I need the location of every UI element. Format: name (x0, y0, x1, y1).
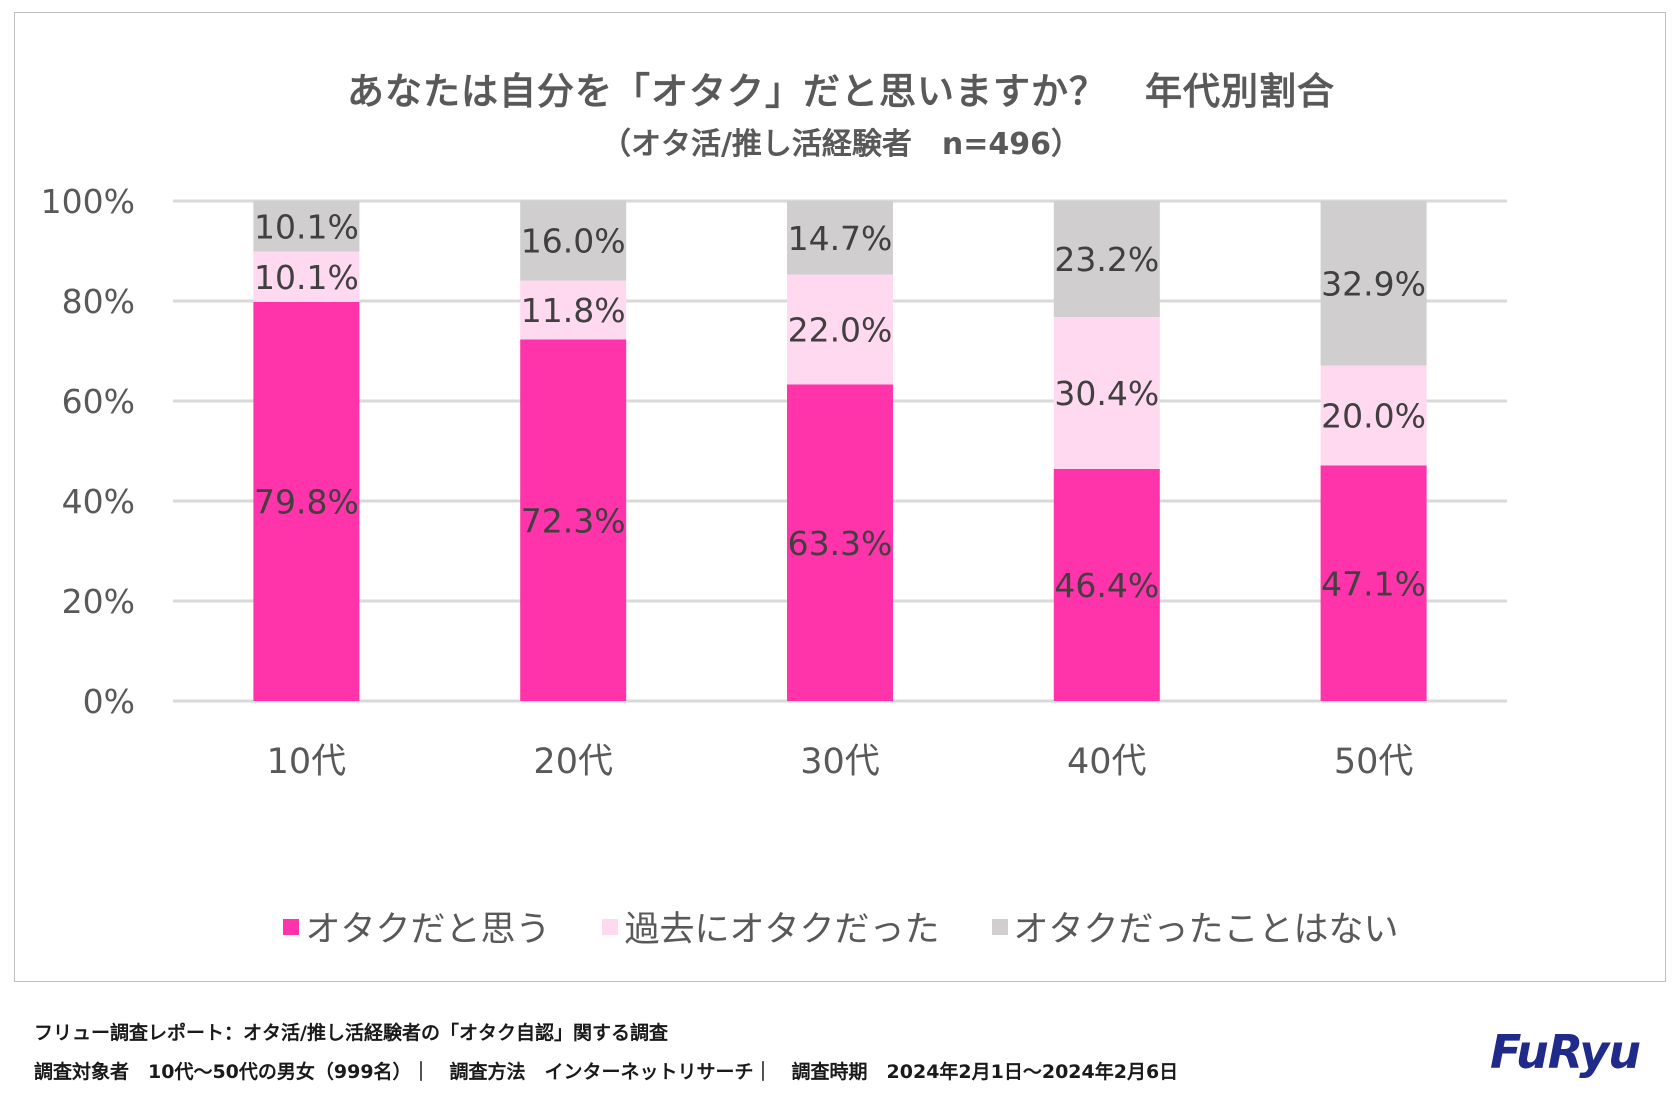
chart-frame: あなたは自分を「オタク」だと思いますか？ 年代別割合 （オタ活/推し活経験者 n… (14, 12, 1666, 982)
bar-segment (520, 280, 627, 340)
bar-segment (1053, 317, 1160, 469)
x-tick-label: 50代 (1334, 742, 1414, 782)
x-tick-label: 10代 (267, 742, 347, 782)
bar-segment (787, 384, 893, 701)
legend-label: オタクだったことはない (1013, 910, 1399, 950)
data-label: 32.9% (1321, 264, 1426, 303)
bar-segment (520, 200, 627, 281)
chart-subtitle: （オタ活/推し活経験者 n=496） (600, 127, 1082, 162)
legend-item: オタクだと思う (283, 901, 550, 952)
bar-segment (1053, 469, 1160, 701)
legend-label: 過去にオタクだった (624, 910, 940, 950)
y-tick-label: 80% (62, 282, 135, 321)
data-label: 46.4% (1054, 566, 1159, 605)
bar-segment (1320, 201, 1427, 366)
data-label: 30.4% (1054, 374, 1159, 413)
data-label: 79.8% (254, 483, 359, 522)
chart-title: あなたは自分を「オタク」だと思いますか？ 年代別割合 (347, 70, 1335, 113)
data-label: 22.0% (788, 311, 893, 350)
footer-report-title: フリュー調査レポート：オタ活/推し活経験者の「オタク自認」関する調査 (34, 1022, 668, 1044)
data-label: 20.0% (1321, 397, 1426, 436)
furyu-logo: FuRyu (1490, 1025, 1641, 1079)
bar-segment (1320, 465, 1427, 701)
bar-segment (787, 274, 893, 385)
legend-swatch (991, 918, 1008, 935)
data-label: 16.0% (521, 222, 626, 261)
x-tick-label: 30代 (800, 742, 880, 782)
bar-segment (787, 201, 893, 275)
legend-swatch (283, 918, 300, 935)
data-label: 23.2% (1054, 240, 1159, 279)
bar-segment (253, 201, 360, 252)
bar-segment (253, 251, 360, 302)
footer-survey-details: 調査対象者 10代～50代の男女（999名）｜ 調査方法 インターネットリサーチ… (34, 1061, 1179, 1083)
y-tick-label: 0% (83, 682, 135, 721)
data-label: 10.1% (254, 258, 359, 297)
x-tick-label: 40代 (1067, 742, 1147, 782)
legend-item: オタクだったことはない (991, 901, 1399, 952)
bar-segment (520, 339, 627, 701)
data-label: 72.3% (521, 501, 626, 540)
legend-label: オタクだと思う (305, 910, 551, 950)
legend-swatch (602, 918, 619, 935)
data-label: 63.3% (788, 524, 893, 563)
y-tick-label: 60% (62, 382, 135, 421)
data-label: 14.7% (788, 219, 893, 258)
bar-segment (1053, 201, 1160, 317)
y-tick-label: 20% (62, 582, 135, 621)
y-tick-label: 100% (41, 182, 135, 221)
bar-segment (1320, 365, 1427, 466)
stacked-bar-chart: 0% 20% 40% 60% 80% 100% 79.8% 10.1% 10.1% 10代 72.3… (41, 182, 1507, 782)
x-tick-label: 20代 (533, 742, 613, 782)
chart-legend: オタクだと思う 過去にオタクだった オタクだったことはない (15, 901, 1667, 952)
legend-item: 過去にオタクだった (602, 901, 940, 952)
bar-segment (253, 302, 360, 701)
data-label: 47.1% (1321, 564, 1426, 603)
y-tick-label: 40% (62, 482, 135, 521)
data-label: 11.8% (521, 291, 626, 330)
data-label: 10.1% (254, 207, 359, 246)
